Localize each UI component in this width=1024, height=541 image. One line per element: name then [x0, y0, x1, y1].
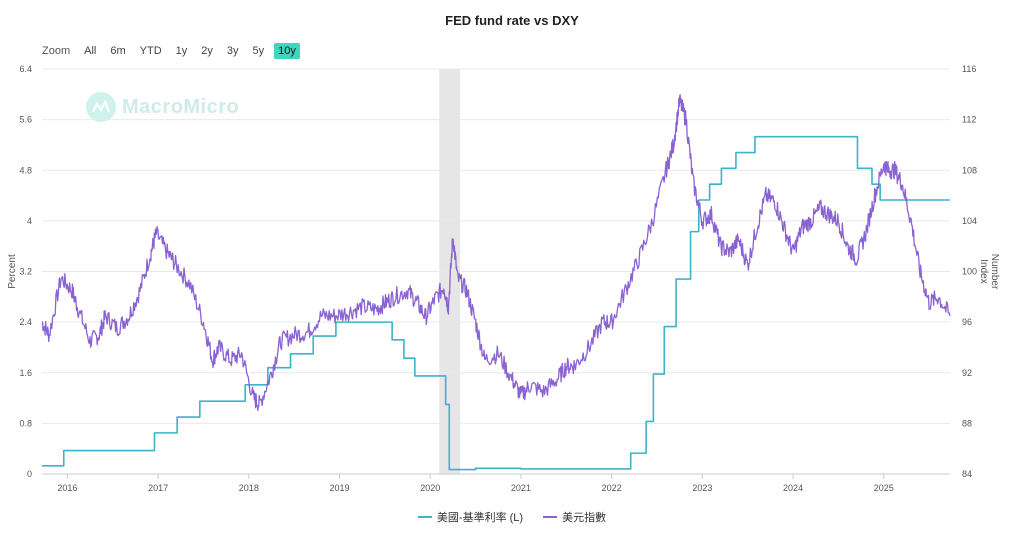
- y-right-tick-label: 108: [962, 165, 977, 175]
- y-left-tick-label: 0.8: [19, 418, 32, 428]
- zoom-option-3y[interactable]: 3y: [226, 44, 239, 57]
- legend-swatch-dxy: [543, 516, 558, 518]
- zoom-bar: Zoom All 6m YTD 1y 2y 3y 5y 10y: [42, 42, 306, 59]
- x-tick-label: 2019: [330, 483, 350, 493]
- zoom-option-5y[interactable]: 5y: [252, 44, 265, 57]
- y-axis-right-label: NumberIndex: [978, 254, 1000, 290]
- y-left-tick-label: 6.4: [19, 64, 32, 74]
- y-right-tick-label: 92: [962, 368, 972, 378]
- y-left-tick-label: 3.2: [19, 267, 32, 277]
- legend-label-fed: 美國-基準利率 (L): [436, 512, 524, 524]
- x-tick-label: 2018: [239, 483, 259, 493]
- x-tick-label: 2024: [783, 483, 803, 493]
- series-line-dxy[interactable]: [41, 94, 951, 412]
- y-right-tick-label: 104: [962, 216, 977, 226]
- y-right-tick-label: 116: [962, 64, 976, 74]
- y-axis-left-label: Percent: [7, 254, 18, 289]
- y-left-tick-label: 5.6: [19, 115, 32, 125]
- x-tick-label: 2017: [148, 483, 168, 493]
- legend-label-dxy: 美元指數: [562, 512, 607, 524]
- y-left-tick-label: 2.4: [19, 317, 32, 327]
- zoom-option-all[interactable]: All: [84, 44, 97, 57]
- legend-item-dxy[interactable]: 美元指數: [543, 509, 606, 525]
- zoom-options: All 6m YTD 1y 2y 3y 5y 10y: [80, 42, 306, 59]
- y-right-tick-label: 88: [962, 418, 972, 428]
- y-left-tick-label: 1.6: [19, 368, 32, 378]
- legend-item-fed-rate[interactable]: 美國-基準利率 (L): [417, 509, 524, 525]
- zoom-label: Zoom: [42, 44, 71, 57]
- macromicro-logo-icon: [86, 92, 116, 122]
- zoom-option-ytd[interactable]: YTD: [139, 44, 162, 57]
- series-line-fed-rate[interactable]: [42, 135, 950, 471]
- x-tick-label: 2021: [511, 483, 531, 493]
- legend-swatch-fed: [417, 516, 432, 518]
- y-left-tick-label: 4.8: [19, 165, 32, 175]
- watermark-text: MacroMicro: [122, 95, 240, 118]
- y-right-tick-label: 96: [962, 317, 972, 327]
- zoom-option-6m[interactable]: 6m: [110, 44, 126, 57]
- zoom-option-10y[interactable]: 10y: [274, 42, 300, 59]
- x-tick-label: 2020: [420, 483, 440, 493]
- y-right-tick-label: 112: [962, 115, 976, 125]
- y-right-tick-label: 84: [962, 469, 972, 479]
- legend: 美國-基準利率 (L) 美元指數: [0, 509, 1024, 525]
- chart-title: FED fund rate vs DXY: [445, 13, 579, 28]
- x-tick-label: 2016: [57, 483, 77, 493]
- zoom-option-1y[interactable]: 1y: [175, 44, 188, 57]
- x-tick-label: 2023: [692, 483, 712, 493]
- x-tick-label: 2025: [874, 483, 894, 493]
- watermark: MacroMicro: [86, 92, 239, 122]
- y-right-tick-label: 100: [962, 267, 977, 277]
- zoom-option-2y[interactable]: 2y: [201, 44, 213, 57]
- y-left-tick-label: 0: [27, 469, 32, 479]
- y-left-tick-label: 4: [27, 216, 32, 226]
- x-tick-label: 2022: [602, 483, 622, 493]
